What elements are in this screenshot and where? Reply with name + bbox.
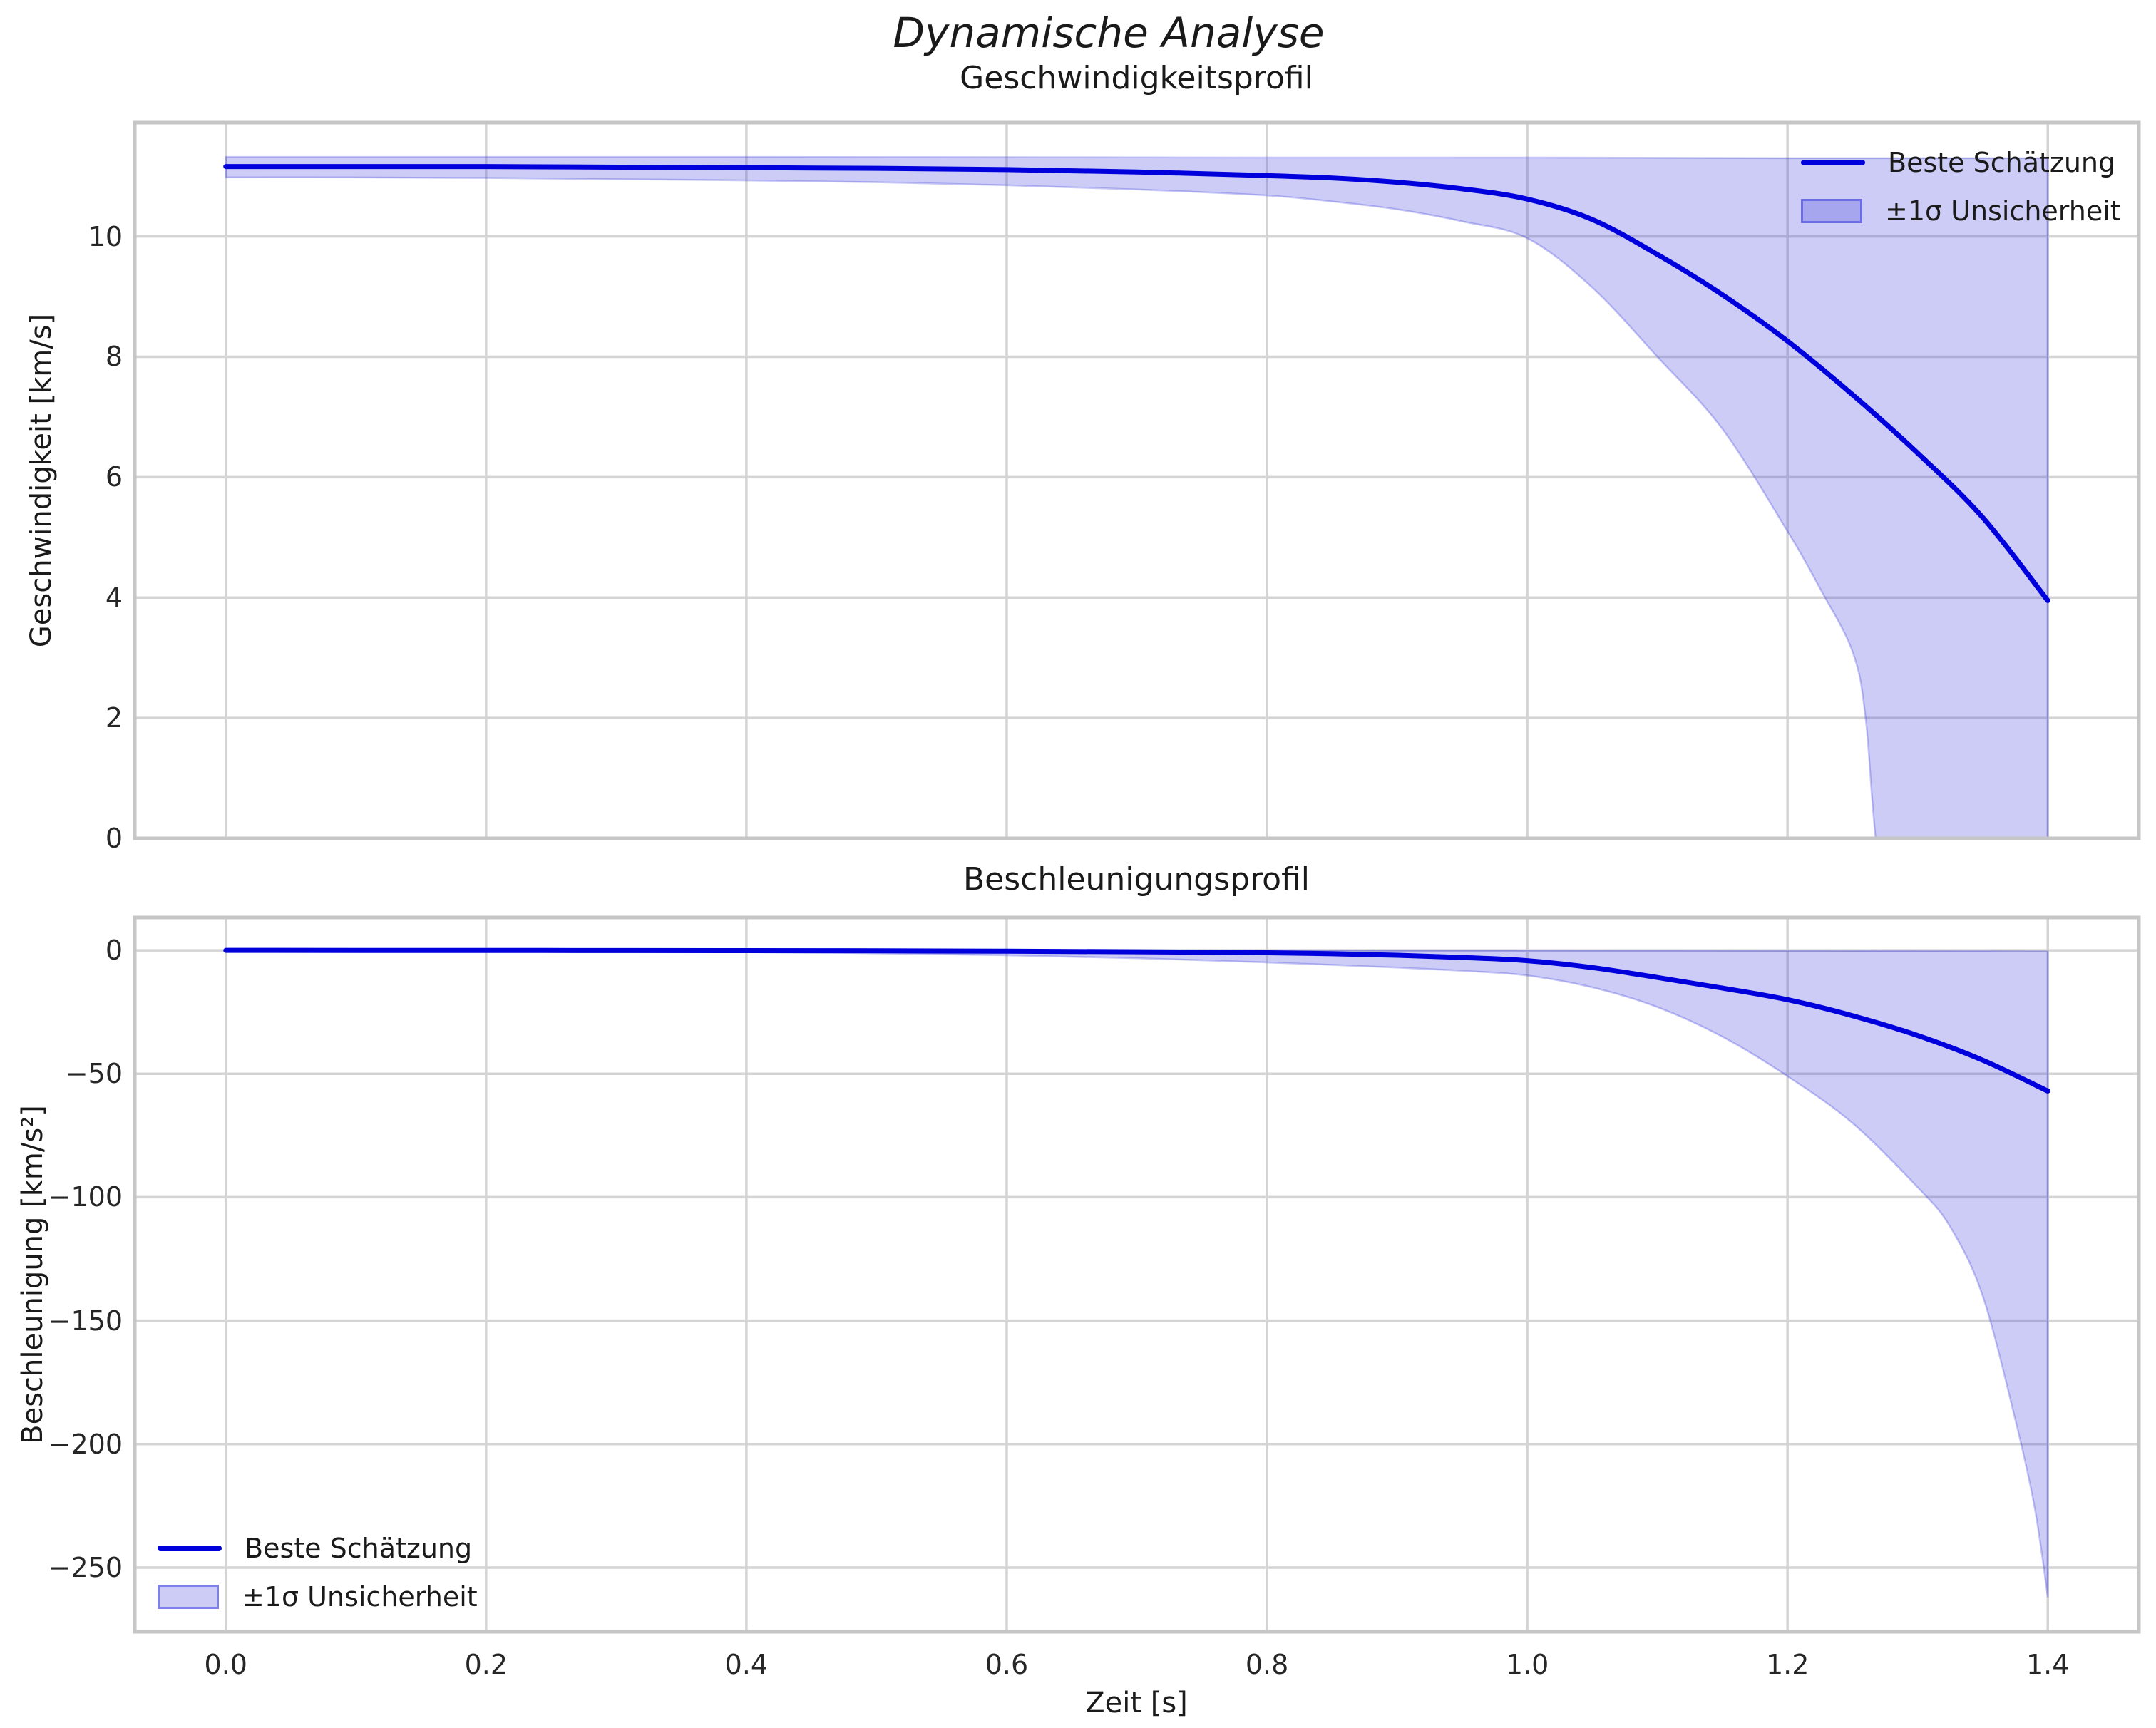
x-axis-label: Zeit [s] <box>1085 1687 1188 1719</box>
bottom-y-tick-label: −200 <box>48 1428 123 1460</box>
x-tick-label: 0.0 <box>204 1649 247 1680</box>
legend-line-swatch <box>158 1546 222 1551</box>
legend-entry-band: ±1σ Unsicherheit <box>1801 192 2121 230</box>
bottom-chart-ylabel: Beschleunigung [km/s²] <box>16 1105 49 1444</box>
bottom-y-tick-label: −250 <box>48 1551 123 1583</box>
gridlines <box>135 917 2139 1632</box>
x-tick-label: 0.4 <box>724 1649 769 1680</box>
top-y-tick-label: 6 <box>105 461 123 493</box>
bottom-chart-legend: Beste Schätzung ±1σ Unsicherheit <box>158 1530 478 1615</box>
legend-band-swatch <box>1801 199 1862 223</box>
axes-spines <box>133 915 2141 1634</box>
uncertainty-band <box>225 949 2049 1598</box>
legend-line-swatch <box>1801 160 1865 165</box>
top-y-tick-label: 2 <box>105 702 123 734</box>
best-estimate-line <box>223 947 2050 1094</box>
legend-entry-band: ±1σ Unsicherheit <box>158 1578 478 1615</box>
bottom-y-tick-label: −50 <box>65 1058 123 1090</box>
x-tick-label: 0.6 <box>985 1649 1029 1680</box>
bottom-y-tick-label: −100 <box>48 1181 123 1213</box>
top-chart-title: Geschwindigkeitsprofil <box>960 60 1313 96</box>
x-tick-label: 1.2 <box>1765 1649 1809 1680</box>
best-estimate-line <box>223 164 2050 603</box>
x-tick-label: 1.4 <box>2026 1649 2070 1680</box>
figure-suptitle: Dynamische Analyse <box>893 9 1325 57</box>
top-y-tick-label: 4 <box>105 582 123 614</box>
legend-band-swatch <box>158 1585 219 1609</box>
axes-spines <box>133 120 2141 840</box>
legend-label: ±1σ Unsicherheit <box>242 1581 478 1613</box>
legend-entry-line: Beste Schätzung <box>1801 144 2121 181</box>
legend-label: ±1σ Unsicherheit <box>1885 195 2121 227</box>
top-y-tick-label: 10 <box>88 220 123 252</box>
x-tick-label: 0.2 <box>464 1649 508 1680</box>
x-tick-label: 0.8 <box>1245 1649 1289 1680</box>
top-y-tick-label: 0 <box>105 823 123 854</box>
legend-label: Beste Schätzung <box>245 1533 473 1564</box>
bottom-y-tick-label: 0 <box>105 935 123 967</box>
bottom-chart-title: Beschleunigungsprofil <box>962 861 1310 898</box>
top-chart-legend: Beste Schätzung ±1σ Unsicherheit <box>1801 144 2121 230</box>
top-y-tick-label: 8 <box>105 341 123 373</box>
legend-label: Beste Schätzung <box>1888 147 2116 178</box>
x-tick-label: 1.0 <box>1505 1649 1549 1680</box>
gridlines <box>135 123 2139 840</box>
uncertainty-band <box>225 155 2049 838</box>
legend-entry-line: Beste Schätzung <box>158 1530 478 1567</box>
bottom-y-tick-label: −150 <box>48 1305 123 1337</box>
